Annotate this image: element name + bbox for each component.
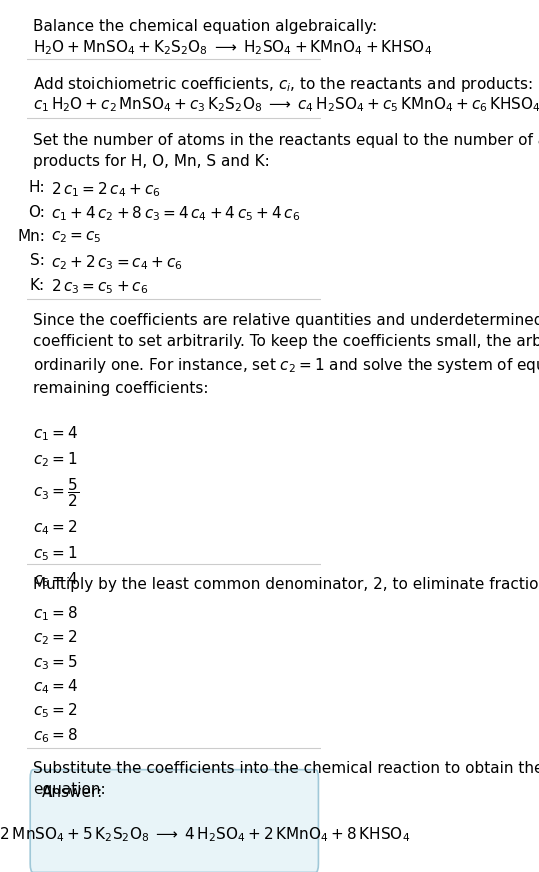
Text: Mn:: Mn: — [17, 229, 45, 244]
Text: $8\,\mathrm{H_2O} + 2\,\mathrm{MnSO_4} + 5\,\mathrm{K_2S_2O_8}$$\;\longrightarro: $8\,\mathrm{H_2O} + 2\,\mathrm{MnSO_4} +… — [0, 826, 410, 844]
Text: Since the coefficients are relative quantities and underdetermined, choose a
coe: Since the coefficients are relative quan… — [33, 312, 539, 396]
FancyBboxPatch shape — [30, 770, 319, 872]
Text: $c_4 = 4$: $c_4 = 4$ — [33, 678, 78, 696]
Text: H:: H: — [28, 181, 45, 195]
Text: Substitute the coefficients into the chemical reaction to obtain the balanced
eq: Substitute the coefficients into the che… — [33, 761, 539, 797]
Text: K:: K: — [30, 278, 45, 293]
Text: $c_4 = 2$: $c_4 = 2$ — [33, 518, 78, 537]
Text: Set the number of atoms in the reactants equal to the number of atoms in the
pro: Set the number of atoms in the reactants… — [33, 133, 539, 169]
Text: $\mathrm{H_2O + MnSO_4 + K_2S_2O_8}$$\;\longrightarrow\;$$\mathrm{H_2SO_4 + KMnO: $\mathrm{H_2O + MnSO_4 + K_2S_2O_8}$$\;\… — [33, 38, 432, 57]
Text: $c_2 = 1$: $c_2 = 1$ — [33, 450, 78, 469]
Text: $c_2 + 2\,c_3 = c_4 + c_6$: $c_2 + 2\,c_3 = c_4 + c_6$ — [51, 254, 183, 272]
Text: $c_3 = 5$: $c_3 = 5$ — [33, 653, 78, 671]
Text: $c_1 = 4$: $c_1 = 4$ — [33, 424, 78, 443]
Text: S:: S: — [30, 254, 45, 269]
Text: $2\,c_3 = c_5 + c_6$: $2\,c_3 = c_5 + c_6$ — [51, 278, 148, 296]
Text: $c_2 = 2$: $c_2 = 2$ — [33, 629, 78, 647]
Text: Balance the chemical equation algebraically:: Balance the chemical equation algebraica… — [33, 19, 377, 34]
Text: $c_2 = c_5$: $c_2 = c_5$ — [51, 229, 101, 245]
Text: O:: O: — [28, 205, 45, 220]
Text: $c_1 = 8$: $c_1 = 8$ — [33, 604, 78, 623]
Text: Multiply by the least common denominator, 2, to eliminate fractional coefficient: Multiply by the least common denominator… — [33, 577, 539, 592]
Text: $c_6 = 4$: $c_6 = 4$ — [33, 570, 78, 589]
Text: $2\,c_1 = 2\,c_4 + c_6$: $2\,c_1 = 2\,c_4 + c_6$ — [51, 181, 161, 199]
Text: Answer:: Answer: — [42, 786, 103, 800]
Text: $c_5 = 2$: $c_5 = 2$ — [33, 702, 78, 720]
Text: $c_1 + 4\,c_2 + 8\,c_3 = 4\,c_4 + 4\,c_5 + 4\,c_6$: $c_1 + 4\,c_2 + 8\,c_3 = 4\,c_4 + 4\,c_5… — [51, 205, 300, 223]
Text: $c_1\,\mathrm{H_2O} + c_2\,\mathrm{MnSO_4} + c_3\,\mathrm{K_2S_2O_8}$$\;\longrig: $c_1\,\mathrm{H_2O} + c_2\,\mathrm{MnSO_… — [33, 95, 539, 113]
Text: Add stoichiometric coefficients, $c_i$, to the reactants and products:: Add stoichiometric coefficients, $c_i$, … — [33, 75, 533, 94]
Text: $c_6 = 8$: $c_6 = 8$ — [33, 726, 78, 745]
Text: $c_5 = 1$: $c_5 = 1$ — [33, 544, 78, 562]
Text: $c_3 = \dfrac{5}{2}$: $c_3 = \dfrac{5}{2}$ — [33, 476, 79, 509]
